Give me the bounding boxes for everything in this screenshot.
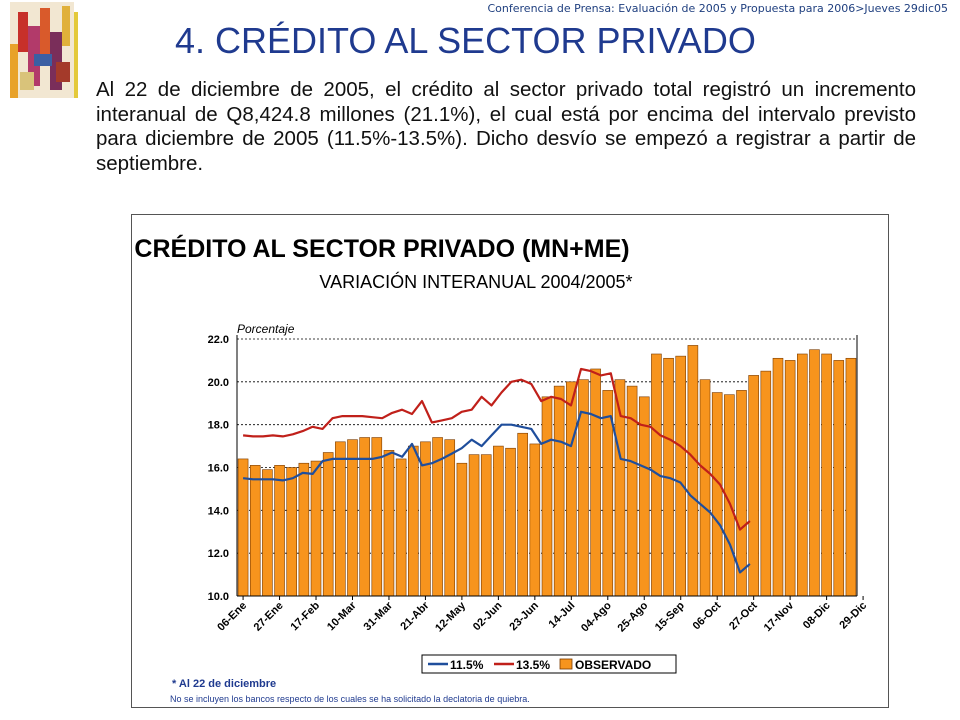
bar bbox=[809, 349, 820, 597]
x-tick-label: 17-Feb bbox=[289, 599, 323, 633]
x-tick-label: 06-Oct bbox=[691, 599, 724, 632]
bar bbox=[675, 355, 687, 597]
bar bbox=[772, 357, 784, 597]
legend-label-high: 13.5% bbox=[516, 658, 550, 672]
chart-legend: 11.5% 13.5% OBSERVADO bbox=[421, 654, 677, 674]
y-tick-label: 20.0 bbox=[208, 377, 229, 389]
bar bbox=[262, 469, 273, 597]
bar bbox=[590, 368, 601, 597]
legend-label-observed: OBSERVADO bbox=[575, 658, 651, 672]
bar bbox=[286, 467, 297, 597]
x-tick-label: 06-Ene bbox=[215, 600, 249, 634]
presentation-header-note: Conferencia de Prensa: Evaluación de 200… bbox=[487, 2, 949, 15]
x-tick-label: 15-Sep bbox=[653, 599, 687, 633]
bar bbox=[784, 360, 796, 597]
bar bbox=[347, 439, 358, 597]
bar bbox=[687, 345, 699, 597]
x-tick-label: 14-Jul bbox=[546, 600, 577, 631]
bar bbox=[480, 454, 492, 597]
bar bbox=[456, 462, 468, 597]
bar bbox=[468, 454, 480, 597]
x-tick-label: 27-Oct bbox=[727, 599, 760, 632]
chart-note: No se incluyen los bancos respecto de lo… bbox=[170, 694, 530, 704]
bar bbox=[444, 439, 456, 597]
x-tick-label: 31-Mar bbox=[362, 599, 396, 633]
bar bbox=[797, 353, 808, 597]
bar bbox=[383, 450, 395, 597]
series-line-13-5 bbox=[242, 367, 751, 531]
bar bbox=[298, 462, 310, 597]
bar bbox=[529, 443, 541, 597]
plot-area: 10.0 12.0 14.0 16.0 18.0 20.0 22.0 06-Ene 27-Ene… bbox=[208, 334, 870, 634]
x-tick-label: 17-Nov bbox=[762, 599, 797, 634]
legend-box bbox=[421, 654, 677, 674]
bar bbox=[517, 432, 528, 597]
x-tick-label: 25-Ago bbox=[616, 599, 651, 634]
x-tick-label: 10-Mar bbox=[325, 599, 359, 633]
chart-frame: CRÉDITO AL SECTOR PRIVADO (MN+ME) VARIAC… bbox=[131, 214, 889, 708]
x-tick-label: 12-May bbox=[433, 599, 468, 634]
x-tick-label: 08-Dic bbox=[801, 600, 833, 632]
bar bbox=[760, 370, 772, 597]
bar bbox=[505, 447, 516, 597]
bar bbox=[748, 375, 759, 597]
bar bbox=[845, 357, 857, 597]
x-tick-label: 29-Dic bbox=[837, 600, 869, 632]
chart-title: CRÉDITO AL SECTOR PRIVADO (MN+ME) bbox=[134, 234, 629, 263]
x-tick-label: 23-Jun bbox=[507, 599, 541, 633]
bar bbox=[274, 465, 285, 597]
legend-label-low: 11.5% bbox=[450, 658, 484, 672]
bar bbox=[371, 437, 383, 597]
y-tick-label: 22.0 bbox=[208, 334, 229, 346]
x-tick-label: 02-Jun bbox=[471, 599, 505, 633]
credit-growth-chart: CRÉDITO AL SECTOR PRIVADO (MN+ME) VARIAC… bbox=[134, 234, 870, 704]
bar bbox=[249, 465, 261, 597]
x-tick-label: 21-Abr bbox=[398, 599, 432, 633]
bar bbox=[395, 458, 407, 597]
chart-footnote: * Al 22 de diciembre bbox=[172, 678, 276, 690]
y-tick-label: 14.0 bbox=[208, 505, 229, 517]
series-line-11-5 bbox=[242, 410, 751, 574]
y-tick-label: 12.0 bbox=[208, 548, 229, 560]
presentation-logo bbox=[6, 2, 78, 98]
x-tick-label: 04-Ago bbox=[579, 599, 614, 634]
bar bbox=[407, 445, 419, 597]
bar bbox=[821, 353, 832, 597]
bar bbox=[711, 392, 723, 597]
slide-title: 4. CRÉDITO AL SECTOR PRIVADO bbox=[175, 20, 756, 61]
bar bbox=[335, 441, 346, 597]
bar bbox=[553, 385, 565, 597]
bar bbox=[493, 445, 504, 597]
y-axis-label: Porcentaje bbox=[237, 322, 295, 336]
y-tick-label: 16.0 bbox=[208, 463, 229, 475]
bar bbox=[699, 379, 711, 597]
bar bbox=[310, 460, 322, 597]
bar bbox=[359, 437, 370, 597]
slide-body-text: Al 22 de diciembre de 2005, el crédito a… bbox=[96, 78, 916, 175]
legend-swatch-observed bbox=[559, 658, 573, 670]
abstract-painting-logo-icon bbox=[10, 2, 78, 98]
bar bbox=[322, 452, 334, 597]
bar bbox=[541, 396, 553, 597]
x-tick-label: 27-Ene bbox=[252, 600, 286, 634]
y-tick-label: 10.0 bbox=[208, 591, 229, 603]
y-tick-label: 18.0 bbox=[208, 420, 229, 432]
chart-subtitle: VARIACIÓN INTERANUAL 2004/2005* bbox=[319, 271, 632, 292]
bar bbox=[833, 360, 845, 597]
bar bbox=[566, 381, 577, 597]
